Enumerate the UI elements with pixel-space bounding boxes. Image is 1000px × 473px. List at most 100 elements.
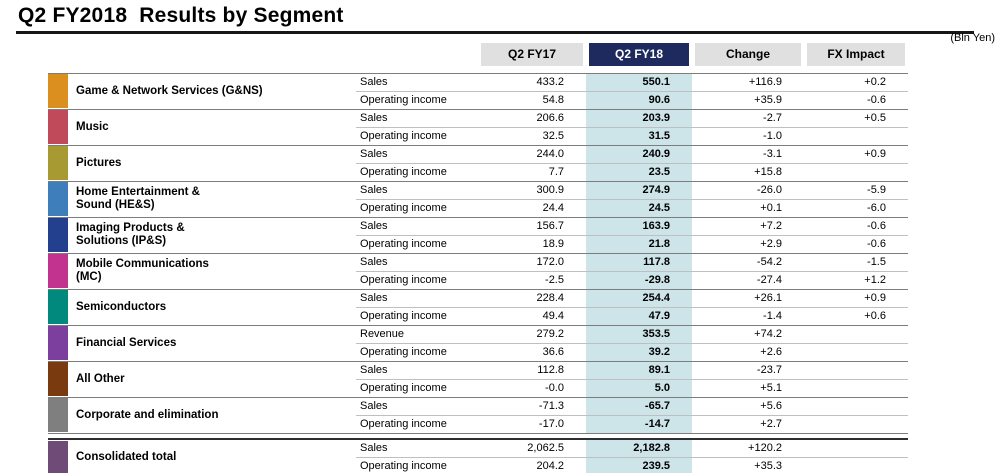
segment-name: Music (68, 108, 356, 145)
segment-color-block (48, 180, 68, 217)
value-q2fy18: 5.0 (586, 378, 692, 397)
metric-label: Sales (356, 144, 478, 163)
segment-color-block (48, 324, 68, 361)
segment-color-block (48, 288, 68, 325)
value-change: -54.2 (692, 252, 804, 271)
value-q2fy17: 244.0 (478, 144, 586, 163)
value-q2fy18: 24.5 (586, 198, 692, 217)
table-row: Operating income -0.0 5.0 +5.1 (48, 378, 908, 397)
table-row: Operating income 24.4 24.5 +0.1 -6.0 (48, 198, 908, 217)
table-header: Q2 FY17 Q2 FY18 Change FX Impact (48, 43, 908, 73)
table-row: Operating income 54.8 90.6 +35.9 -0.6 (48, 90, 908, 109)
metric-label: Sales (356, 216, 478, 235)
value-q2fy18: 353.5 (586, 324, 692, 343)
column-header-fx-impact: FX Impact (804, 43, 908, 66)
value-q2fy17: 2,062.5 (478, 438, 586, 458)
results-table: Q2 FY17 Q2 FY18 Change FX Impact Game & … (48, 43, 908, 473)
value-q2fy18: 21.8 (586, 234, 692, 253)
value-q2fy18: 163.9 (586, 216, 692, 235)
metric-label: Sales (356, 396, 478, 415)
column-header-label: FX Impact (807, 43, 905, 66)
segment-color-block (48, 438, 68, 473)
value-fx-impact: -0.6 (804, 216, 908, 235)
table-row: Corporate and elimination Sales -71.3 -65.7… (48, 396, 908, 433)
table-row: Pictures Sales 244.0 240.9 -3.1 +0.9 (48, 144, 908, 181)
segment-name: Financial Services (68, 324, 356, 361)
segment-color-block (48, 72, 68, 109)
value-fx-impact: +1.2 (804, 270, 908, 289)
segment-color-block (48, 216, 68, 253)
segment-name: All Other (68, 360, 356, 397)
value-q2fy17: -0.0 (478, 378, 586, 397)
metric-label: Operating income (356, 378, 478, 397)
segment-color-block (48, 252, 68, 289)
value-fx-impact: +0.9 (804, 288, 908, 307)
value-q2fy17: 54.8 (478, 90, 586, 109)
table-row: Operating income 32.5 31.5 -1.0 (48, 126, 908, 145)
value-q2fy18: 90.6 (586, 90, 692, 109)
table-row: Consolidated total Sales 2,062.5 2,182.8 +12… (48, 438, 908, 473)
segment-name: Game & Network Services (G&NS) (68, 72, 356, 109)
value-q2fy17: 279.2 (478, 324, 586, 343)
value-q2fy17: 18.9 (478, 234, 586, 253)
metric-label: Operating income (356, 234, 478, 253)
value-q2fy17: -71.3 (478, 396, 586, 415)
value-q2fy17: -17.0 (478, 414, 586, 433)
table-row: Music Sales 206.6 203.9 -2.7 +0.5 (48, 108, 908, 145)
segment-color-block (48, 360, 68, 397)
segment-color-block (48, 396, 68, 433)
value-fx-impact (804, 162, 908, 181)
value-q2fy18: 47.9 (586, 306, 692, 325)
value-change: +2.6 (692, 342, 804, 361)
value-change: +2.9 (692, 234, 804, 253)
value-q2fy18: 23.5 (586, 162, 692, 181)
segment-name: Semiconductors (68, 288, 356, 325)
table-row: Semiconductors Sales 228.4 254.4 +26.1 +0.9 (48, 288, 908, 325)
column-header-label-highlight: Q2 FY18 (589, 43, 689, 66)
value-q2fy18: -14.7 (586, 414, 692, 433)
column-header-change: Change (692, 43, 804, 66)
value-q2fy17: 112.8 (478, 360, 586, 379)
table-row: Imaging Products & Solutions (IP&S) Sales… (48, 216, 908, 253)
total-spacer (48, 432, 908, 439)
column-header-label: Q2 FY17 (481, 43, 583, 66)
value-q2fy18: 239.5 (586, 457, 692, 473)
table-row: Financial Services Revenue 279.2 353.5 +74.2 (48, 324, 908, 361)
metric-label: Sales (356, 288, 478, 307)
value-q2fy17: 24.4 (478, 198, 586, 217)
table-row: Operating income 18.9 21.8 +2.9 -0.6 (48, 234, 908, 253)
table-row: Operating income 204.2 239.5 +35.3 (48, 457, 908, 473)
value-q2fy18: -65.7 (586, 396, 692, 415)
value-fx-impact (804, 378, 908, 397)
page-title: Q2 FY2018 Results by Segment (18, 4, 344, 27)
value-change: -1.4 (692, 306, 804, 325)
total-body: Consolidated total Sales 2,062.5 2,182.8 +12… (48, 438, 908, 473)
title-bar: Q2 FY2018 Results by Segment (16, 2, 974, 34)
metric-label: Operating income (356, 457, 478, 473)
value-fx-impact: +0.6 (804, 306, 908, 325)
segment-color-block (48, 108, 68, 145)
value-change: +35.9 (692, 90, 804, 109)
table-row: Operating income 7.7 23.5 +15.8 (48, 162, 908, 181)
metric-label: Revenue (356, 324, 478, 343)
value-change: -27.4 (692, 270, 804, 289)
value-fx-impact (804, 414, 908, 433)
value-fx-impact: +0.2 (804, 72, 908, 91)
table-row: Home Entertainment & Sound (HE&S) Sales 30… (48, 180, 908, 217)
table-row: All Other Sales 112.8 89.1 -23.7 (48, 360, 908, 397)
value-fx-impact: +0.9 (804, 144, 908, 163)
value-change: -3.1 (692, 144, 804, 163)
value-q2fy18: 550.1 (586, 72, 692, 91)
value-fx-impact: -6.0 (804, 198, 908, 217)
value-q2fy18: 39.2 (586, 342, 692, 361)
value-change: +26.1 (692, 288, 804, 307)
segment-name: Pictures (68, 144, 356, 181)
metric-label: Operating income (356, 126, 478, 145)
segment-name: Consolidated total (68, 438, 356, 473)
value-q2fy18: 274.9 (586, 180, 692, 199)
metric-label: Sales (356, 360, 478, 379)
value-change: +7.2 (692, 216, 804, 235)
metric-label: Operating income (356, 162, 478, 181)
value-q2fy17: 300.9 (478, 180, 586, 199)
